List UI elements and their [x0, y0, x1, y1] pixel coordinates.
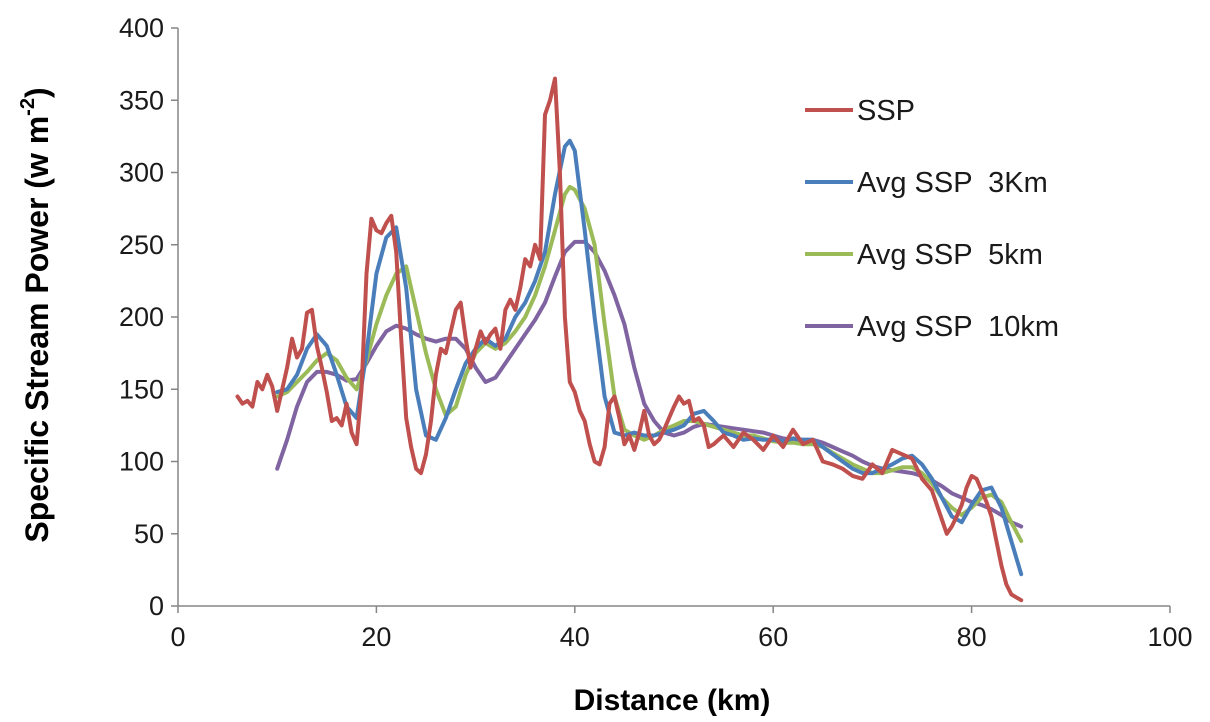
y-tick-label: 200 [119, 302, 164, 332]
legend-label: Avg SSP 10km [857, 311, 1059, 343]
y-tick-label: 50 [134, 519, 164, 549]
y-axis-title-superscript: -2 [17, 98, 39, 116]
x-axis-title: Distance (km) [574, 684, 771, 717]
y-tick-label: 250 [119, 230, 164, 260]
y-tick-labels: 0 50 100 150 200 250 300 350 400 [119, 13, 178, 621]
x-tick-labels: 0 20 40 60 80 100 [170, 606, 1193, 652]
x-tick-label: 60 [758, 622, 788, 652]
legend: SSP Avg SSP 3Km Avg SSP 5km Avg SSP 10km [805, 95, 1059, 343]
series-line-0 [235, 76, 1024, 603]
y-tick-label: 300 [119, 158, 164, 188]
y-tick-label: 0 [149, 591, 164, 621]
y-axis-title-main: Specific Stream Power (w m [19, 116, 55, 543]
x-tick-label: 0 [170, 622, 185, 652]
legend-label: Avg SSP 3Km [857, 167, 1048, 199]
y-tick-label: 100 [119, 447, 164, 477]
x-tick-label: 100 [1147, 622, 1192, 652]
series-line-3 [275, 239, 1024, 529]
x-tick-label: 40 [560, 622, 590, 652]
y-tick-label: 350 [119, 85, 164, 115]
y-tick-label: 400 [119, 13, 164, 43]
x-tick-label: 80 [957, 622, 987, 652]
series-line-1 [275, 138, 1024, 577]
y-axis-title-close: ) [19, 87, 55, 98]
y-axis-title: Specific Stream Power (w m-2) [17, 87, 55, 542]
x-tick-label: 20 [361, 622, 391, 652]
legend-label: Avg SSP 5km [857, 239, 1043, 271]
series-lines [235, 76, 1024, 603]
y-tick-label: 150 [119, 374, 164, 404]
legend-label: SSP [857, 95, 915, 127]
